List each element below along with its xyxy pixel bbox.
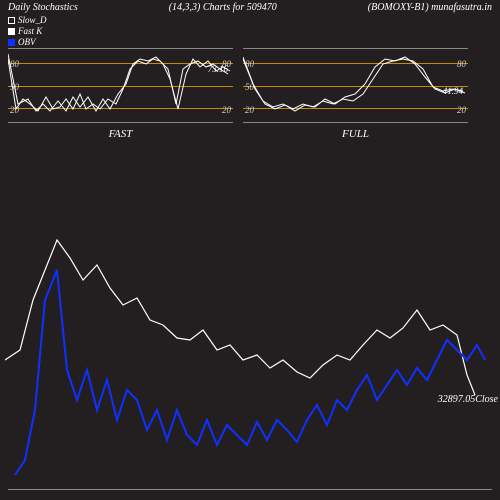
- full-panel: 80 50 20 80 20 41.94 FULL: [243, 48, 468, 123]
- legend: Slow_D Fast K OBV: [0, 15, 500, 48]
- fast-line-1: [8, 59, 228, 111]
- fast-chart-svg: [8, 49, 233, 124]
- obv-line: [15, 270, 485, 475]
- stochastic-panels: 80 50 20 80 20 73.16 FAST 80 50 20 80 20…: [0, 48, 500, 138]
- bottom-divider: [8, 489, 492, 490]
- fast-value-label: 73.16: [208, 64, 228, 74]
- legend-label: Slow_D: [18, 15, 47, 26]
- main-chart-svg: [5, 210, 495, 480]
- legend-item-fast-k: Fast K: [8, 26, 492, 37]
- full-value-label: 41.94: [443, 86, 463, 96]
- close-line: [5, 240, 475, 395]
- fast-line-2: [8, 54, 230, 111]
- panel-label: FAST: [109, 128, 133, 140]
- main-chart: 32897.05Close: [0, 210, 500, 480]
- full-line-1: [243, 59, 463, 109]
- legend-item-obv: OBV: [8, 37, 492, 48]
- panel-label: FULL: [342, 128, 369, 140]
- fast-panel: 80 50 20 80 20 73.16 FAST: [8, 48, 233, 123]
- full-chart-svg: [243, 49, 468, 124]
- header-right: (BOMOXY-B1) munafasutra.in: [368, 2, 492, 13]
- chart-header: Daily Stochastics (14,3,3) Charts for 50…: [0, 0, 500, 15]
- header-left: Daily Stochastics: [8, 2, 78, 13]
- legend-item-slow-d: Slow_D: [8, 15, 492, 26]
- legend-label: OBV: [18, 37, 36, 48]
- legend-label: Fast K: [18, 26, 42, 37]
- close-value-label: 32897.05Close: [438, 394, 498, 405]
- legend-box: [8, 28, 15, 35]
- legend-box: [8, 39, 15, 46]
- header-center: (14,3,3) Charts for 509470: [169, 2, 277, 13]
- legend-box: [8, 17, 15, 24]
